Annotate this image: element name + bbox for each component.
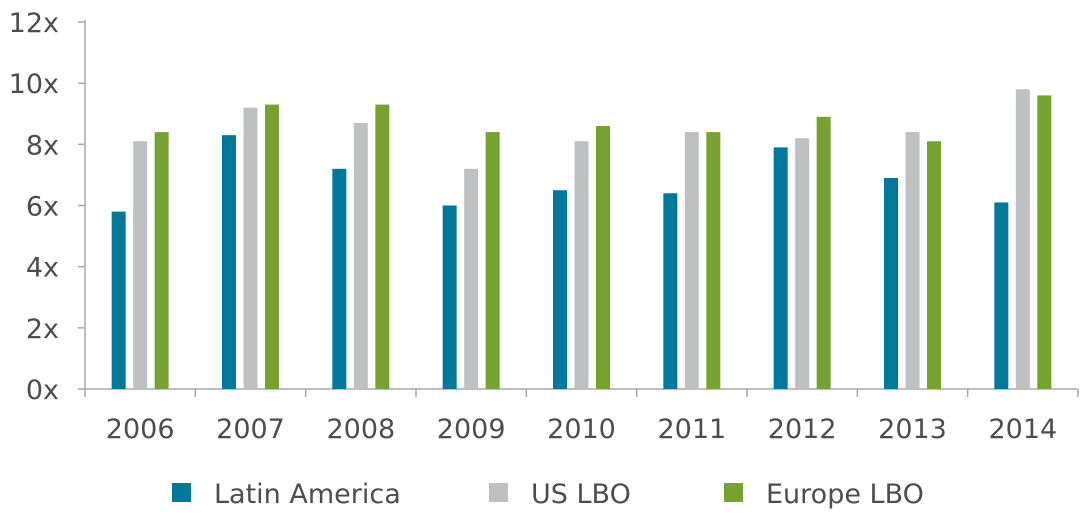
bar-europe-lbo-2006 [154, 132, 169, 389]
bar-europe-lbo-2008 [375, 104, 390, 389]
bar-latin-america-2009 [442, 205, 457, 389]
bar-europe-lbo-2014 [1037, 95, 1052, 390]
legend-label: US LBO [531, 479, 631, 510]
bar-latin-america-2010 [553, 190, 567, 389]
y-tick-label: 4x [26, 253, 59, 284]
bar-us-lbo-2009 [464, 168, 479, 389]
bar-latin-america-2013 [884, 177, 898, 389]
bar-us-lbo-2007 [243, 107, 258, 389]
bar-europe-lbo-2013 [927, 141, 941, 389]
bar-latin-america-2006 [111, 211, 126, 389]
bar-us-lbo-2012 [795, 138, 810, 389]
legend-label: Europe LBO [766, 479, 924, 510]
bar-latin-america-2008 [332, 168, 347, 389]
y-tick-label: 0x [26, 375, 59, 406]
bar-latin-america-2012 [773, 147, 788, 389]
bar-europe-lbo-2011 [706, 132, 721, 389]
y-tick-label: 6x [26, 192, 59, 223]
legend-swatch-europe-lbo [724, 483, 743, 502]
x-tick-label: 2009 [437, 414, 506, 445]
x-tick-label: 2012 [768, 414, 837, 445]
bar-us-lbo-2011 [684, 132, 699, 389]
bar-latin-america-2007 [222, 135, 236, 389]
bar-europe-lbo-2010 [596, 125, 610, 389]
x-tick-label: 2006 [106, 414, 175, 445]
bar-latin-america-2011 [663, 193, 678, 389]
x-tick-label: 2008 [326, 414, 395, 445]
x-tick-label: 2010 [547, 414, 616, 445]
bar-europe-lbo-2009 [485, 132, 500, 389]
x-tick-label: 2013 [878, 414, 947, 445]
bar-us-lbo-2006 [133, 141, 148, 389]
bar-us-lbo-2010 [574, 141, 589, 389]
bar-europe-lbo-2012 [816, 116, 831, 389]
y-tick-label: 2x [26, 314, 59, 345]
legend-label: Latin America [214, 479, 401, 510]
bar-europe-lbo-2007 [265, 104, 279, 389]
x-tick-label: 2011 [657, 414, 726, 445]
y-tick-label: 10x [9, 69, 59, 100]
bar-us-lbo-2014 [1015, 89, 1030, 390]
bar-us-lbo-2013 [905, 132, 920, 389]
y-tick-label: 12x [9, 8, 59, 39]
bar-latin-america-2014 [994, 202, 1009, 389]
y-tick-label: 8x [26, 130, 59, 161]
bar-us-lbo-2008 [353, 122, 368, 390]
legend-swatch-latin-america [172, 483, 191, 502]
legend-swatch-us-lbo [489, 483, 508, 502]
x-tick-label: 2014 [988, 414, 1057, 445]
x-tick-label: 2007 [216, 414, 285, 445]
